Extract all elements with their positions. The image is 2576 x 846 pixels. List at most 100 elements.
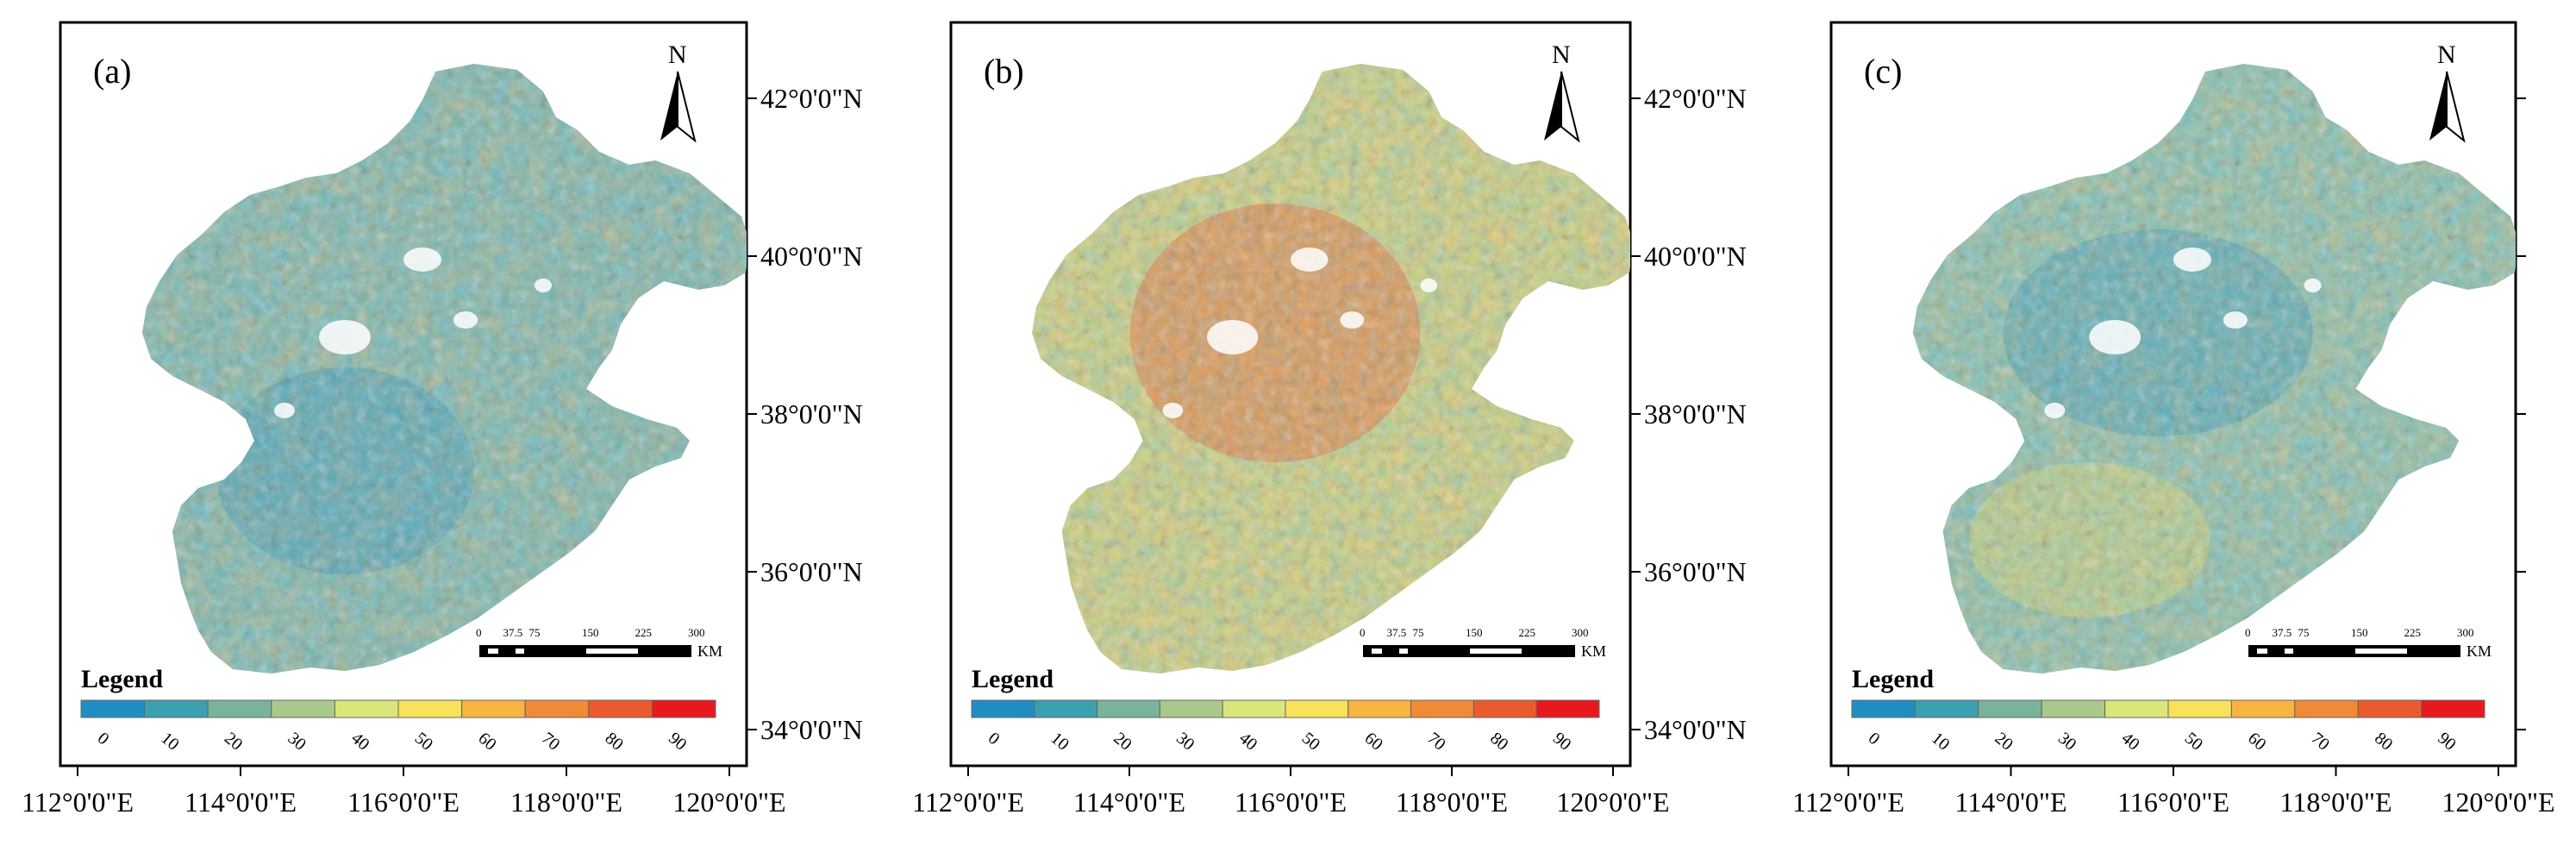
lon-label: 116°0'0"E bbox=[2117, 786, 2229, 818]
legend-swatch bbox=[1851, 699, 1916, 718]
legend-title: Legend bbox=[972, 665, 1054, 693]
legend-swatch bbox=[80, 699, 146, 718]
legend-swatch bbox=[2294, 699, 2359, 718]
lon-label: 114°0'0"E bbox=[1073, 786, 1185, 818]
legend-swatch bbox=[588, 699, 653, 718]
scale-tick-label: 150 bbox=[1466, 626, 1483, 639]
legend-swatch bbox=[1472, 699, 1537, 718]
scale-tick-label: 75 bbox=[2298, 626, 2310, 639]
legend-swatch bbox=[2421, 699, 2485, 718]
lon-label: 116°0'0"E bbox=[347, 786, 460, 818]
legend-swatch bbox=[971, 699, 1035, 718]
scale-tick-label: 37.5 bbox=[1387, 626, 1407, 639]
panel-label: (b) bbox=[984, 52, 1024, 91]
scale-tick-label: 0 bbox=[1360, 626, 1366, 639]
latitude-axis: 42°0'0"N 40°0'0"N 38°0'0"N 36°0'0"N 34°0'0"N bbox=[747, 83, 863, 745]
scale-bar: 0 37.5 75 150 225 300 KM bbox=[1360, 626, 1606, 660]
lon-label: 120°0'0"E bbox=[1556, 786, 1669, 818]
scale-tick-label: 0 bbox=[2245, 626, 2251, 639]
legend-swatch bbox=[1159, 699, 1223, 718]
lon-label: 118°0'0"E bbox=[510, 786, 622, 818]
lat-label: 42°0'0"N bbox=[760, 83, 863, 114]
legend-swatch bbox=[2041, 699, 2106, 718]
longitude-axis: 112°0'0"E 114°0'0"E 116°0'0"E 118°0'0"E 120°… bbox=[22, 766, 786, 818]
scale-tick-label: 300 bbox=[1572, 626, 1589, 639]
legend-swatch bbox=[1034, 699, 1098, 718]
scale-tick-label: 75 bbox=[529, 626, 541, 639]
scale-bar: 0 37.5 75 150 225 300 KM bbox=[476, 626, 722, 660]
lat-label: 34°0'0"N bbox=[760, 714, 863, 745]
scale-tick-label: 75 bbox=[1413, 626, 1424, 639]
legend-swatch bbox=[461, 699, 526, 718]
legend-swatch bbox=[2104, 699, 2169, 718]
legend-swatch bbox=[334, 699, 399, 718]
legend-swatch bbox=[1535, 699, 1600, 718]
north-label: N bbox=[2437, 41, 2456, 69]
legend-swatch bbox=[397, 699, 463, 718]
lat-label: 40°0'0"N bbox=[1644, 241, 1747, 272]
lat-label: 40°0'0"N bbox=[760, 241, 863, 272]
lat-label: 38°0'0"N bbox=[760, 398, 863, 429]
legend-swatch bbox=[271, 699, 335, 718]
lat-label: 42°0'0"N bbox=[1644, 83, 1747, 114]
scale-bar: 0 37.5 75 150 225 300 KM bbox=[2245, 626, 2492, 660]
north-label: N bbox=[1552, 41, 1571, 69]
legend-swatch bbox=[1410, 699, 1474, 718]
lat-label: 36°0'0"N bbox=[1644, 556, 1747, 587]
lat-label: 34°0'0"N bbox=[1644, 714, 1747, 745]
lon-label: 112°0'0"E bbox=[912, 786, 1024, 818]
legend-swatch bbox=[144, 699, 209, 718]
lon-label: 114°0'0"E bbox=[184, 786, 297, 818]
scale-tick-label: 225 bbox=[1519, 626, 1536, 639]
legend-swatch bbox=[524, 699, 590, 718]
north-arrow-icon: N bbox=[1544, 41, 1580, 143]
legend-swatch bbox=[1914, 699, 1979, 718]
legend-title: Legend bbox=[1852, 665, 1934, 693]
scale-unit: KM bbox=[1581, 642, 1606, 660]
scale-tick-label: 300 bbox=[688, 626, 705, 639]
scale-tick-label: 37.5 bbox=[503, 626, 523, 639]
scale-tick-label: 0 bbox=[476, 626, 482, 639]
latitude-axis: 42°0'0"N 40°0'0"N 38°0'0"N 36°0'0"N 34°0'0"N bbox=[1630, 83, 1747, 745]
lon-label: 120°0'0"E bbox=[672, 786, 785, 818]
lon-label: 118°0'0"E bbox=[1396, 786, 1508, 818]
longitude-axis: 112°0'0"E 114°0'0"E 116°0'0"E 118°0'0"E 120°… bbox=[1792, 766, 2555, 818]
north-label: N bbox=[668, 41, 687, 69]
lon-label: 114°0'0"E bbox=[1955, 786, 2067, 818]
scale-tick-label: 37.5 bbox=[2273, 626, 2292, 639]
latitude-axis bbox=[2516, 97, 2526, 730]
scale-unit: KM bbox=[697, 642, 722, 660]
lon-label: 116°0'0"E bbox=[1235, 786, 1347, 818]
scale-tick-label: 225 bbox=[635, 626, 653, 639]
north-arrow-icon: N bbox=[660, 41, 697, 143]
lon-label: 112°0'0"E bbox=[1792, 786, 1904, 818]
legend-swatch bbox=[2230, 699, 2296, 718]
scale-tick-label: 300 bbox=[2457, 626, 2474, 639]
legend-swatch bbox=[651, 699, 716, 718]
scale-tick-label: 150 bbox=[2351, 626, 2368, 639]
legend-title: Legend bbox=[81, 665, 163, 693]
lon-label: 118°0'0"E bbox=[2280, 786, 2392, 818]
legend-swatch bbox=[1285, 699, 1349, 718]
lat-label: 38°0'0"N bbox=[1644, 398, 1747, 429]
scale-unit: KM bbox=[2467, 642, 2492, 660]
panel-label: (c) bbox=[1864, 52, 1902, 91]
scale-tick-label: 225 bbox=[2404, 626, 2422, 639]
scale-tick-label: 150 bbox=[582, 626, 599, 639]
north-arrow-icon: N bbox=[2429, 41, 2466, 143]
legend-swatch bbox=[1097, 699, 1160, 718]
panel-label: (a) bbox=[93, 52, 131, 91]
lon-label: 120°0'0"E bbox=[2442, 786, 2554, 818]
legend-swatch bbox=[1347, 699, 1412, 718]
legend-swatch bbox=[2357, 699, 2423, 718]
legend-swatch bbox=[1978, 699, 2042, 718]
longitude-axis: 112°0'0"E 114°0'0"E 116°0'0"E 118°0'0"E 120°… bbox=[912, 766, 1670, 818]
lon-label: 112°0'0"E bbox=[22, 786, 134, 818]
legend-swatch bbox=[207, 699, 272, 718]
legend-swatch bbox=[1222, 699, 1286, 718]
legend-swatch bbox=[2167, 699, 2232, 718]
